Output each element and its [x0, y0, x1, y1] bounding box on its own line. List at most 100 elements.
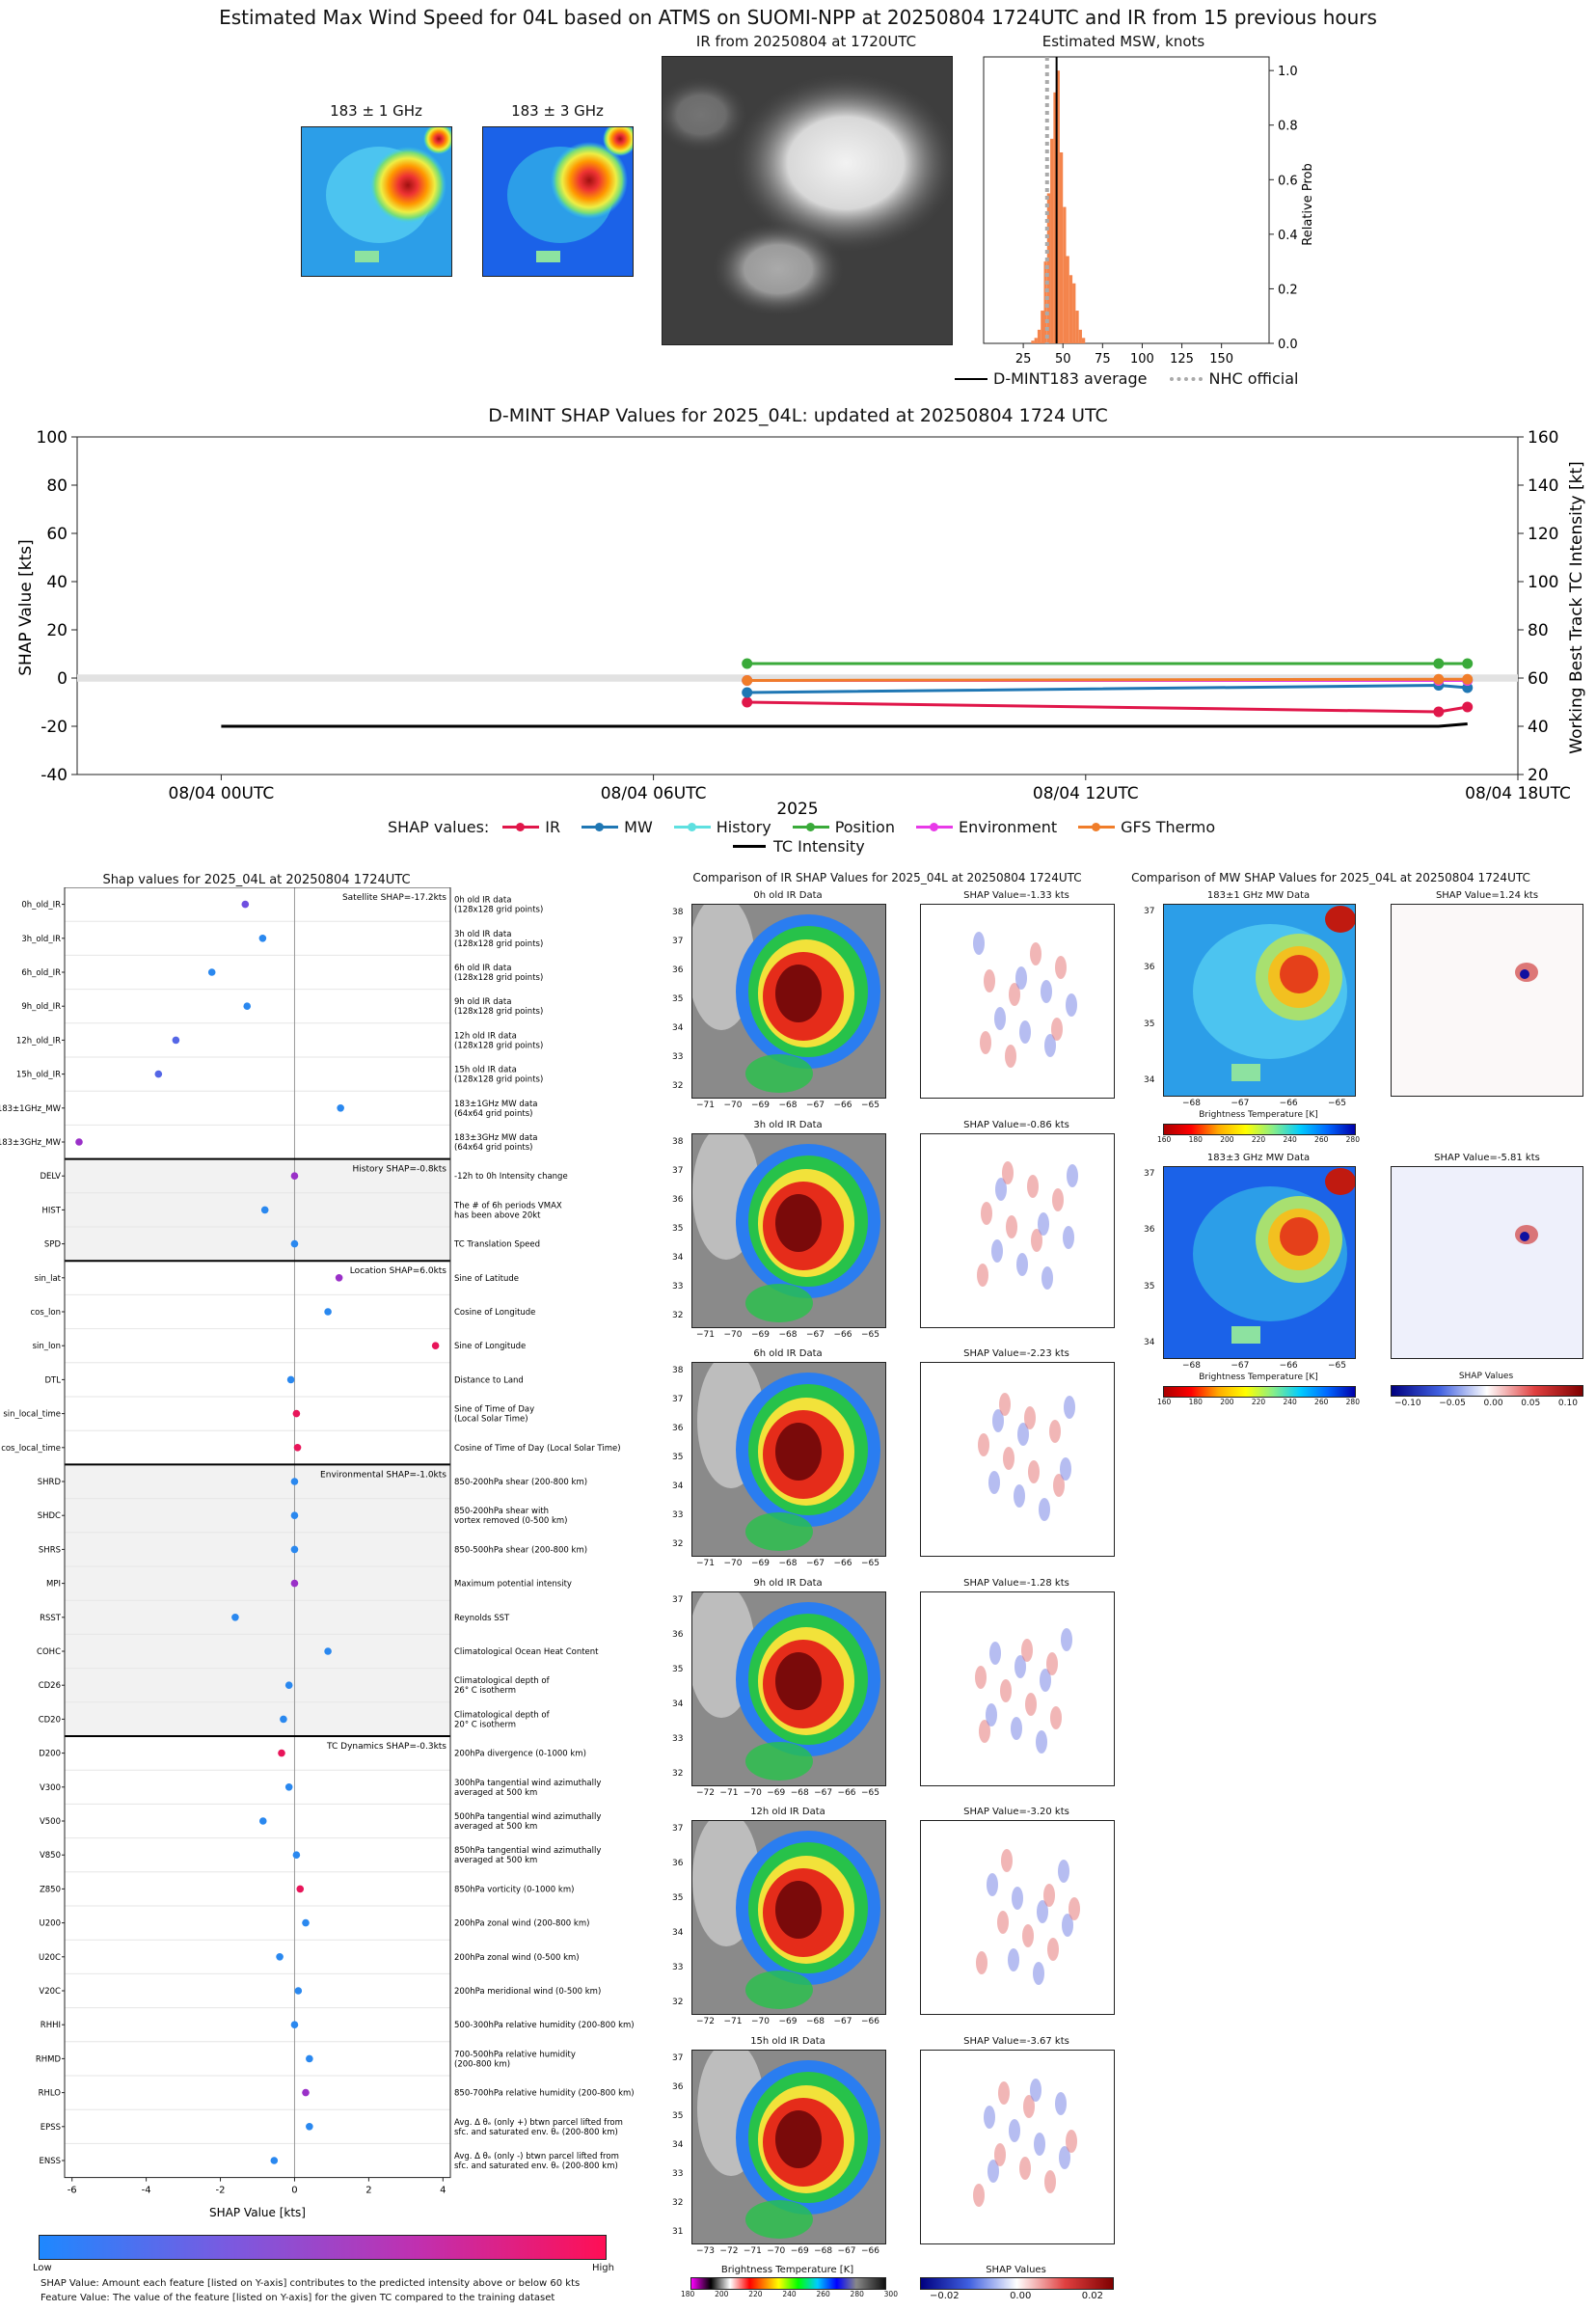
ts-xtick: 08/04 18UTC	[1465, 784, 1571, 803]
feature-shap-point	[270, 2157, 279, 2164]
ir-ytick: 35	[672, 1453, 684, 1462]
ir-color-heatmap	[692, 1591, 885, 1785]
ir-ytick: 36	[672, 1859, 684, 1868]
ir-data-image	[691, 1820, 886, 2015]
mw-yticks: 37 36 35 34	[1144, 907, 1154, 1085]
feature-shap-point	[241, 900, 250, 909]
ir-ytick: 32	[672, 1310, 684, 1320]
ts-xtick: 08/04 06UTC	[601, 784, 707, 803]
ts-y2tick: 60	[1528, 669, 1549, 689]
ir-yticks: 38 37 36 35 34 33 32	[672, 908, 683, 1091]
mw-bt-colorbar	[1163, 1386, 1356, 1398]
hist-ytick: 0.4	[1278, 229, 1298, 243]
feature-name: DELV	[40, 1172, 61, 1182]
feature-desc: 0h old IR data (128x128 grid points)	[454, 896, 543, 915]
mw-cbar-tick: 240	[1283, 1398, 1297, 1406]
feature-name: cos_lon	[30, 1308, 61, 1318]
hist-xtick: 75	[1095, 352, 1111, 367]
mw-color-heatmap	[1164, 905, 1355, 1096]
feature-name: ENSS	[39, 2157, 61, 2166]
feature-shap-point	[293, 1444, 302, 1452]
ir-ytick: 37	[672, 1824, 684, 1834]
timeseries-legend: SHAP values: IR MW History Position Environm…	[388, 818, 1256, 856]
ir-xtick: −70	[743, 1787, 762, 1798]
feature-name: V300	[40, 1783, 61, 1793]
ir-ytick: 38	[672, 1366, 684, 1375]
ir-bt-cbar-ticks: 180 200 220 240 260 280 300	[681, 2290, 898, 2298]
ts-y2tick: 100	[1528, 573, 1558, 592]
feature-shap-point	[231, 1614, 239, 1621]
mw-shap-colorbar	[1391, 1385, 1583, 1397]
mw-cbar-tick: 180	[1188, 1135, 1203, 1144]
ir-xtick: −67	[837, 2245, 856, 2256]
ir-ytick: 33	[672, 1510, 684, 1520]
feature-shap-point	[290, 2021, 299, 2028]
ir-xtick: −70	[723, 1559, 743, 1568]
ir-ytick: 36	[672, 1194, 684, 1205]
feature-shap-point	[278, 1749, 285, 1757]
mw-bt-cbar-ticks: 160 180 200 220 240 260 280	[1157, 1135, 1360, 1144]
ir-xtick: −67	[814, 1787, 833, 1798]
ir-shap-cbar-ticks: −0.02 0.00 0.02	[930, 2291, 1103, 2301]
feature-desc: Climatological Ocean Heat Content	[454, 1647, 599, 1657]
feature-shap-point	[286, 1375, 295, 1384]
ir-yticks: 38 37 36 35 34 33 32	[672, 1137, 683, 1320]
mw-xtick: −68	[1182, 1361, 1201, 1371]
shap-xtick: 2	[365, 2186, 371, 2196]
series-line-ir	[746, 700, 1468, 714]
mw-shap-cbar-tick: 0.00	[1483, 1399, 1503, 1408]
mw-data-image	[1163, 904, 1356, 1097]
mw-yticks: 37 36 35 34	[1144, 1169, 1154, 1347]
mw-shap-cbar-tick: −0.10	[1394, 1399, 1421, 1408]
ir-xticks: −72 −71 −70 −69 −68 −67 −66 −65	[696, 1788, 879, 1798]
ir-ytick: 34	[672, 1023, 684, 1033]
ir-ytick: 32	[672, 1768, 684, 1779]
ir-ytick: 38	[672, 1136, 684, 1147]
feature-desc: 850-200hPa shear with vortex removed (0-5…	[454, 1507, 567, 1526]
mw-data-title: 183±3 GHz MW Data	[1206, 1153, 1311, 1163]
hist-bar	[1069, 275, 1073, 343]
cbar-low: Low	[33, 2263, 52, 2273]
ir-xtick: −65	[860, 1787, 879, 1798]
ir-cbar-tick: 260	[816, 2290, 830, 2298]
ir-xtick: −71	[743, 2245, 762, 2256]
hist-bar	[1072, 283, 1076, 343]
ir-cbar-tick: 200	[715, 2290, 729, 2298]
ts-y2tick: 140	[1528, 476, 1558, 496]
ir-shap-image	[920, 2049, 1115, 2244]
ir-xtick: −68	[778, 1559, 798, 1568]
feature-name: RSST	[40, 1614, 62, 1623]
hist-bar	[1078, 329, 1082, 343]
ir-xtick: −69	[751, 1559, 770, 1568]
group-label: TC Dynamics SHAP=-0.3kts	[326, 1742, 446, 1752]
mw-compare-title: Comparison of MW SHAP Values for 2025_04…	[1131, 871, 1530, 884]
ir-xticks: −71 −70 −69 −68 −67 −66 −65	[696, 1330, 879, 1340]
ir-xtick: −66	[861, 2017, 879, 2026]
ir-grayscale	[663, 57, 952, 344]
series-point	[742, 675, 753, 686]
mw-shap-cbar-tick: 0.05	[1521, 1399, 1541, 1408]
hist-xtick: 150	[1209, 352, 1233, 367]
ir-shap-heatmap	[921, 1133, 1114, 1327]
ir-xtick: −71	[696, 1559, 715, 1568]
mw-shap-image	[1391, 904, 1583, 1097]
feature-desc: Cosine of Longitude	[454, 1308, 535, 1318]
feature-desc: 700-500hPa relative humidity (200-800 km)	[454, 2050, 576, 2069]
legend-ir: IR	[502, 818, 560, 836]
series-point	[1433, 706, 1445, 718]
mw-cbar-tick: 260	[1314, 1398, 1329, 1406]
ir-color-heatmap	[692, 1363, 885, 1556]
ir-data-title: 9h old IR Data	[753, 1577, 823, 1589]
hist-xtick: 25	[1015, 352, 1032, 367]
shap-feature-chart: Satellite SHAP=-17.2kts History SHAP=-0.8…	[0, 887, 635, 2219]
mw-color-heatmap	[1164, 1167, 1355, 1358]
ir-ytick: 38	[672, 908, 684, 917]
mw1-title: 183 ± 1 GHz	[330, 102, 422, 120]
feature-name: CD20	[39, 1715, 61, 1725]
footnote-2: Feature Value: The value of the feature …	[41, 2293, 555, 2303]
ir-shap-image	[920, 1362, 1115, 1557]
ir-shap-title: SHAP Value=-2.23 kts	[963, 1348, 1069, 1359]
feature-shap-point	[431, 1342, 440, 1349]
ir-shap-heatmap	[921, 1363, 1114, 1556]
hist-bar	[1041, 311, 1044, 343]
